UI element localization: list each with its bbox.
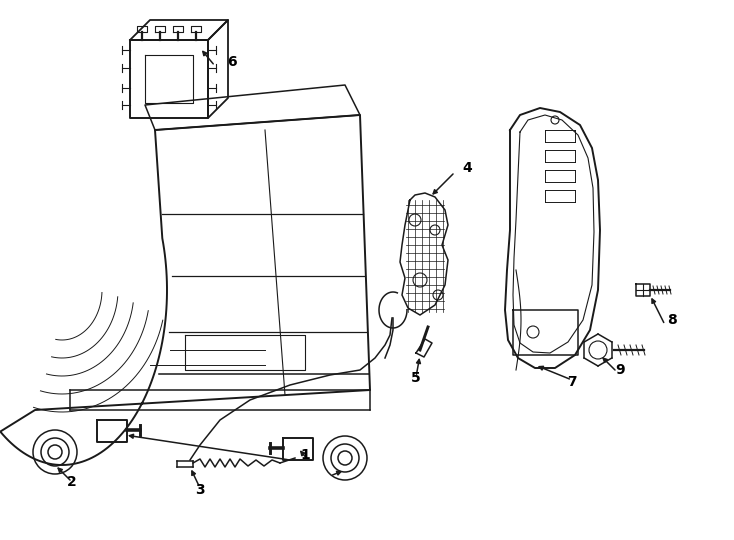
Text: 2: 2 [67, 475, 77, 489]
Text: 7: 7 [567, 375, 577, 389]
Text: 6: 6 [228, 55, 237, 69]
Text: 1: 1 [300, 448, 310, 462]
Text: 4: 4 [462, 161, 472, 175]
Text: 5: 5 [411, 371, 421, 385]
Text: 3: 3 [195, 483, 205, 497]
Text: 9: 9 [615, 363, 625, 377]
Text: 8: 8 [667, 313, 677, 327]
